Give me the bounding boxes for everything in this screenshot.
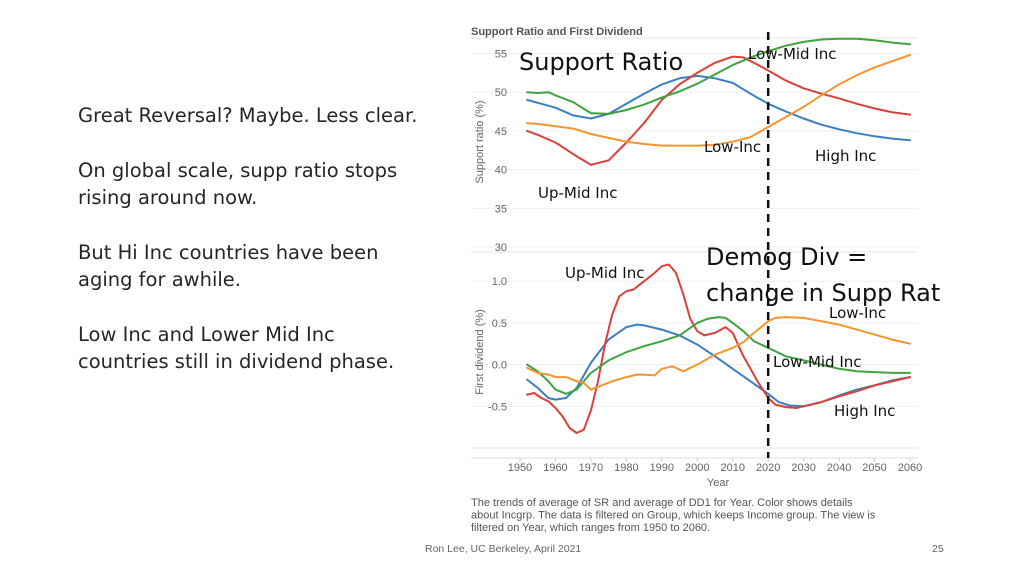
annotation-sr-low-mid-inc: Low-Mid Inc — [748, 45, 837, 63]
caption-line: filtered on Year, which ranges from 1950… — [471, 522, 710, 534]
bullet-global-scale: On global scale, supp ratio stops rising… — [78, 159, 398, 209]
annotation-fd-low-mid-inc: Low-Mid Inc — [773, 353, 862, 371]
x-tick-label: 2010 — [720, 462, 744, 474]
x-tick-label: 2020 — [756, 462, 780, 474]
x-axis-label: Year — [707, 477, 730, 489]
chart-title: Support Ratio and First Dividend — [471, 26, 643, 38]
support-ratio-y-tick-label: 45 — [495, 126, 507, 138]
support-ratio-line-low-mid-inc — [526, 37, 911, 115]
bullet-low-inc: Low Inc and Lower Mid Inc countries stil… — [78, 323, 395, 373]
first-dividend-y-tick-label: -0.5 — [488, 401, 507, 413]
x-tick-label: 1990 — [650, 462, 674, 474]
support-ratio-line-up-mid-inc — [526, 55, 911, 166]
annotation-sr-high-inc: High Inc — [815, 147, 876, 165]
first-dividend-panel: -0.5 0.0 0.5 1.0 First dividend (%) — [471, 251, 918, 449]
x-tick-label: 1950 — [508, 462, 532, 474]
x-axis: 1950 1960 1970 1980 1990 2000 2010 2020 2030 2040… — [471, 457, 922, 474]
first-dividend-line-low-inc — [526, 316, 911, 391]
annotation-fd-up-mid-inc: Up-Mid Inc — [565, 264, 645, 282]
bullet-hi-inc: But Hi Inc countries have been aging for… — [78, 241, 379, 291]
bullet-great-reversal: Great Reversal? Maybe. Less clear. — [78, 104, 418, 127]
annotation-sr-low-inc: Low-Inc — [704, 138, 761, 156]
x-tick-label: 2050 — [862, 462, 886, 474]
support-ratio-panel: 30 35 40 45 50 55 Support ratio (%) — [471, 37, 918, 254]
x-tick-label: 1980 — [614, 462, 638, 474]
support-ratio-y-tick-label: 35 — [495, 203, 507, 215]
first-dividend-y-tick-label: 0.0 — [492, 360, 507, 372]
first-dividend-y-axis-label: First dividend (%) — [474, 309, 486, 395]
first-dividend-y-tick-label: 0.5 — [492, 318, 507, 330]
support-ratio-y-tick-label: 50 — [495, 87, 507, 99]
support-ratio-line-low-inc — [526, 54, 911, 147]
caption-line: The trends of average of SR and average … — [471, 497, 853, 509]
caption-line: about Incgrp. The data is filtered on Gr… — [471, 510, 876, 522]
x-tick-label: 2040 — [827, 462, 851, 474]
first-dividend-line-up-mid-inc — [526, 263, 911, 434]
annotation-demog-div-line2: change in Supp Rat — [706, 279, 940, 307]
slide-bullets: Great Reversal? Maybe. Less clear. On gl… — [78, 102, 418, 403]
footer-credit: Ron Lee, UC Berkeley, April 2021 — [425, 543, 582, 555]
support-ratio-line-high-inc — [526, 74, 911, 142]
annotation-demog-div-line1: Demog Div = — [706, 243, 867, 271]
support-ratio-y-tick-label: 40 — [495, 165, 507, 177]
x-tick-label: 2030 — [791, 462, 815, 474]
page-number: 25 — [932, 543, 944, 555]
support-ratio-y-tick-label: 55 — [495, 48, 507, 60]
annotation-sr-up-mid-inc: Up-Mid Inc — [538, 184, 618, 202]
chart-panels: 30 35 40 45 50 55 Support ratio (%) -0.5 0.0 0.5 1… — [471, 37, 918, 449]
x-tick-label: 1970 — [579, 462, 603, 474]
first-dividend-y-tick-label: 1.0 — [492, 276, 507, 288]
chart-annotations: Support Ratio Low-Mid Inc Low-Inc High Inc U… — [519, 45, 940, 420]
x-tick-label: 2000 — [685, 462, 709, 474]
support-ratio-y-tick-label: 30 — [495, 242, 507, 254]
annotation-fd-low-inc: Low-Inc — [829, 304, 886, 322]
annotation-fd-high-inc: High Inc — [834, 402, 895, 420]
chart-caption: The trends of average of SR and average … — [471, 497, 876, 534]
annotation-support-ratio-heading: Support Ratio — [519, 48, 683, 76]
first-dividend-line-low-mid-inc — [526, 316, 911, 395]
x-tick-label: 2060 — [898, 462, 922, 474]
x-tick-label: 1960 — [543, 462, 567, 474]
support-ratio-y-axis-label: Support ratio (%) — [474, 100, 486, 183]
